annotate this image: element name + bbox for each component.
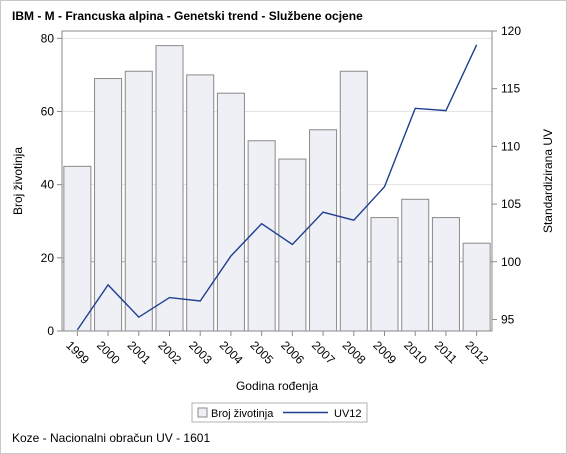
y2-tick-label: 120 xyxy=(501,24,521,38)
y-tick-label: 80 xyxy=(41,31,55,45)
y-tick-label: 20 xyxy=(41,251,55,265)
x-axis: 1999 2000 2001 2002 2003 2004 2005 2006 2007 2008… xyxy=(63,331,492,367)
right-axis: 95 100 105 110 115 120 xyxy=(492,24,521,326)
x-tick-label: 2004 xyxy=(217,338,246,367)
chart-title: IBM - M - Francuska alpina - Genetski tr… xyxy=(12,9,363,23)
bar xyxy=(339,70,368,332)
line-layer xyxy=(76,44,478,331)
legend: Broj životinja UV12 xyxy=(191,402,368,423)
legend-bar-label: Broj životinja xyxy=(211,408,274,420)
x-axis-title: Godina rođenja xyxy=(236,379,318,393)
bar xyxy=(216,92,245,332)
x-tick-label: 2001 xyxy=(125,338,154,367)
y-tick-label: 40 xyxy=(41,178,55,192)
footnote: Koze - Nacionalni obračun UV - 1601 xyxy=(12,431,211,445)
bar xyxy=(309,129,338,332)
x-tick-label: 2007 xyxy=(309,338,338,367)
legend-box xyxy=(191,402,368,423)
series-line xyxy=(76,44,478,331)
x-tick-label: 2008 xyxy=(340,338,369,367)
y2-tick-label: 110 xyxy=(501,139,520,153)
y2-tick-label: 105 xyxy=(501,197,521,211)
left-axis: 0 20 40 60 80 xyxy=(41,31,62,338)
y2-tick-label: 95 xyxy=(501,312,515,326)
x-tick-label: 2009 xyxy=(370,338,399,367)
y-tick-label: 0 xyxy=(47,324,54,338)
bar xyxy=(124,70,153,332)
x-tick-label: 2012 xyxy=(463,338,492,367)
bar xyxy=(63,165,92,332)
x-tick-label: 2006 xyxy=(278,338,307,367)
x-tick-label: 2011 xyxy=(432,338,460,366)
legend-line-label: UV12 xyxy=(334,408,362,420)
y-axis-title: Broj životinja xyxy=(11,147,25,215)
legend-bar-swatch xyxy=(197,407,208,418)
y2-tick-label: 115 xyxy=(501,82,520,96)
bar xyxy=(370,217,399,332)
bar xyxy=(247,140,276,332)
bar xyxy=(401,198,430,332)
x-tick-label: 1999 xyxy=(63,338,92,367)
bar xyxy=(462,242,491,332)
bar xyxy=(155,45,184,332)
x-tick-label: 2003 xyxy=(186,338,215,367)
bar xyxy=(278,158,307,332)
x-tick-label: 2010 xyxy=(401,338,430,367)
x-tick-label: 2000 xyxy=(94,338,123,367)
bars-layer xyxy=(63,45,491,332)
y2-tick-label: 100 xyxy=(501,255,521,269)
y-tick-label: 60 xyxy=(41,104,55,118)
bar xyxy=(431,217,460,332)
x-tick-label: 2005 xyxy=(248,338,277,367)
y2-axis-title: Standardizirana UV xyxy=(541,129,555,233)
plot-frame xyxy=(61,30,493,332)
bar xyxy=(94,78,123,332)
bar xyxy=(186,74,215,332)
plot-frame-layer xyxy=(61,30,493,332)
x-tick-label: 2002 xyxy=(155,338,184,367)
